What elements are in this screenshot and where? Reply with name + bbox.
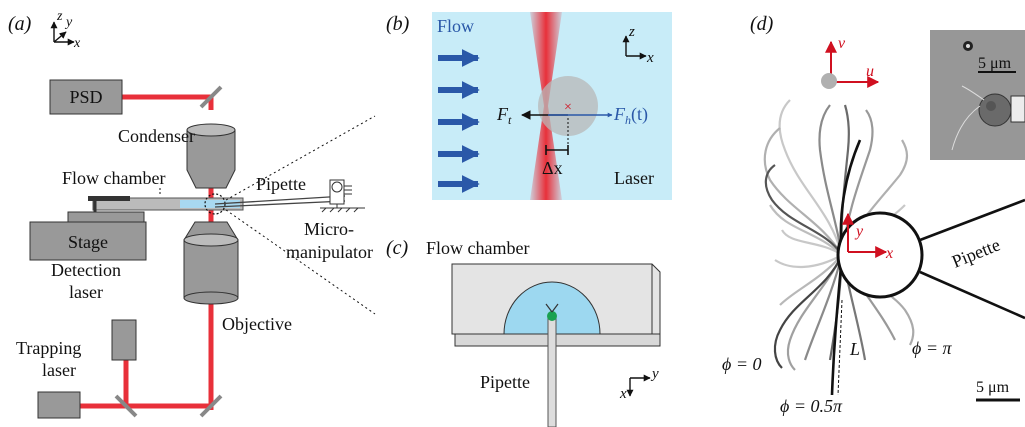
flow-label: Flow xyxy=(437,16,474,36)
objective-body xyxy=(183,221,239,299)
psd-box xyxy=(49,79,123,115)
length-marker xyxy=(837,299,843,396)
fh-label: Fh(t) xyxy=(613,104,648,127)
panel-c-axis-x: x xyxy=(619,386,627,402)
objective-label: Objective xyxy=(222,314,292,334)
condenser-top xyxy=(186,123,236,137)
condenser-label: Condenser xyxy=(118,126,195,146)
pipette-d-label: Pipette xyxy=(949,234,1003,271)
pipette-c xyxy=(547,317,557,427)
micromanipulator-icon xyxy=(320,179,365,213)
stage-label: Stage xyxy=(68,232,108,252)
chamber-base xyxy=(454,333,661,347)
flagella xyxy=(545,303,559,313)
panel-b-label: (b) xyxy=(386,13,410,35)
v-label: v xyxy=(838,35,846,52)
mirror-top xyxy=(199,85,223,109)
flow-chamber-water xyxy=(180,200,240,208)
delta-x-label: Δx xyxy=(542,158,563,178)
axis-y-label: y xyxy=(64,15,73,30)
pipette-c-label: Pipette xyxy=(480,372,530,392)
d-y-label: y xyxy=(854,223,864,240)
psd-label: PSD xyxy=(69,87,102,107)
detection-label-1: Detection xyxy=(51,260,121,280)
axis-z-label: z xyxy=(56,9,63,24)
inset-scale-label: 5 μm xyxy=(978,55,1012,72)
laser-label: Laser xyxy=(614,168,654,188)
detection-laser-box xyxy=(111,319,137,361)
bead-center-mark: × xyxy=(564,100,572,115)
panel-b: (b) × Flow z x Ft Fh(t) xyxy=(386,12,672,200)
green-cell-tip xyxy=(547,311,557,321)
stage-box xyxy=(29,221,147,261)
pipette-d xyxy=(919,198,1025,320)
detection-label-2: laser xyxy=(69,282,103,302)
panel-c: (c) Flow chamber Pipette y x xyxy=(386,237,661,427)
u-label: u xyxy=(866,63,874,80)
panel-b-axis-x: x xyxy=(646,50,654,66)
length-label: L xyxy=(849,339,860,359)
micro-label-1: Micro- xyxy=(304,219,354,239)
mirror-right xyxy=(199,394,223,418)
panel-c-axis-y: y xyxy=(650,366,659,382)
small-bead xyxy=(821,73,837,89)
panel-d-label: (d) xyxy=(750,13,774,35)
mirror-left xyxy=(114,394,138,418)
panel-a: (a) z y x PSD Condenser xyxy=(8,9,376,419)
panel-a-axes: z y x xyxy=(50,9,81,51)
water-dome xyxy=(503,281,601,335)
trapping-laser-box xyxy=(37,391,81,419)
flow-chamber-c-label: Flow chamber xyxy=(426,238,529,258)
micro-label-2: manipulator xyxy=(286,242,373,262)
flow-chamber-label: Flow chamber xyxy=(62,168,165,188)
pipette xyxy=(214,195,346,205)
panel-a-label: (a) xyxy=(8,13,32,35)
phi-pi-label: ϕ = π xyxy=(912,338,952,358)
d-x-label: x xyxy=(885,245,893,262)
phi-0-label: ϕ = 0 xyxy=(722,354,761,374)
panel-d: (d) v u 5 μm xyxy=(722,13,1025,416)
axis-x-label: x xyxy=(73,36,81,51)
pipette-label: Pipette xyxy=(256,174,306,194)
panel-b-axes: z x xyxy=(622,24,654,66)
trapping-label-1: Trapping xyxy=(16,338,81,358)
stage-top xyxy=(67,211,145,223)
bead xyxy=(538,76,598,136)
panel-b-axis-z: z xyxy=(628,24,635,40)
phi-05-label: ϕ = 0.5π xyxy=(780,396,843,416)
panel-c-label: (c) xyxy=(386,237,409,259)
zoom-line-top xyxy=(225,115,376,201)
stage-clamp xyxy=(88,196,130,201)
panel-c-axes: y x xyxy=(619,366,659,402)
cell-body xyxy=(836,211,924,299)
ft-label: Ft xyxy=(496,104,512,127)
flow-arrows xyxy=(438,49,480,193)
scale-label: 5 μm xyxy=(976,379,1010,396)
inset-micrograph: 5 μm xyxy=(930,30,1025,160)
trapping-label-2: laser xyxy=(42,360,76,380)
zoom-line-bottom xyxy=(225,209,376,315)
